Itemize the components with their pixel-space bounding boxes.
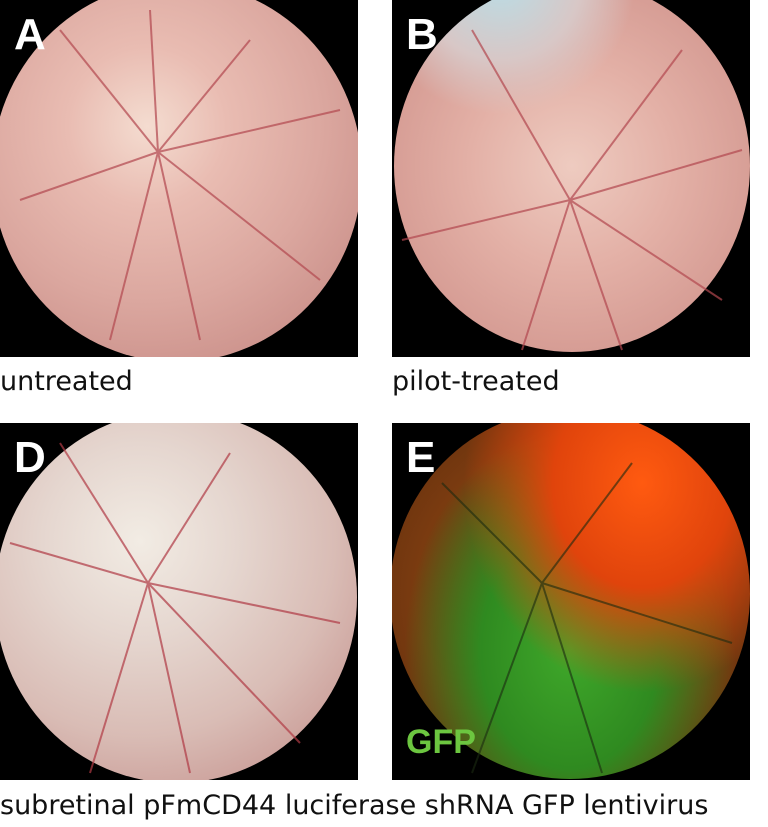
panel-b: B: [392, 0, 750, 357]
retinal-vessels: [19, 9, 341, 341]
fundus-image-untreated: [0, 0, 358, 357]
panel-label: D: [14, 433, 46, 482]
retinal-vessels: [9, 442, 341, 774]
panel-caption: pilot-treated: [392, 366, 560, 397]
fundus-image-pilot-treated: [394, 0, 750, 352]
panel-label: E: [406, 433, 436, 482]
retinal-vessels: [401, 29, 743, 351]
figure-caption: subretinal pFmCD44 luciferase shRNA GFP …: [0, 790, 709, 821]
panel-d: D: [0, 423, 358, 780]
panel-label: A: [14, 10, 46, 59]
fundus-image-gfp-fluorescence: [392, 423, 750, 779]
panel-label: B: [406, 10, 438, 59]
panel-e: E GFP: [392, 423, 750, 780]
panel-a: A: [0, 0, 358, 357]
panel-caption: untreated: [0, 366, 133, 397]
gfp-label: GFP: [406, 723, 476, 761]
retinal-vessels: [441, 462, 733, 774]
